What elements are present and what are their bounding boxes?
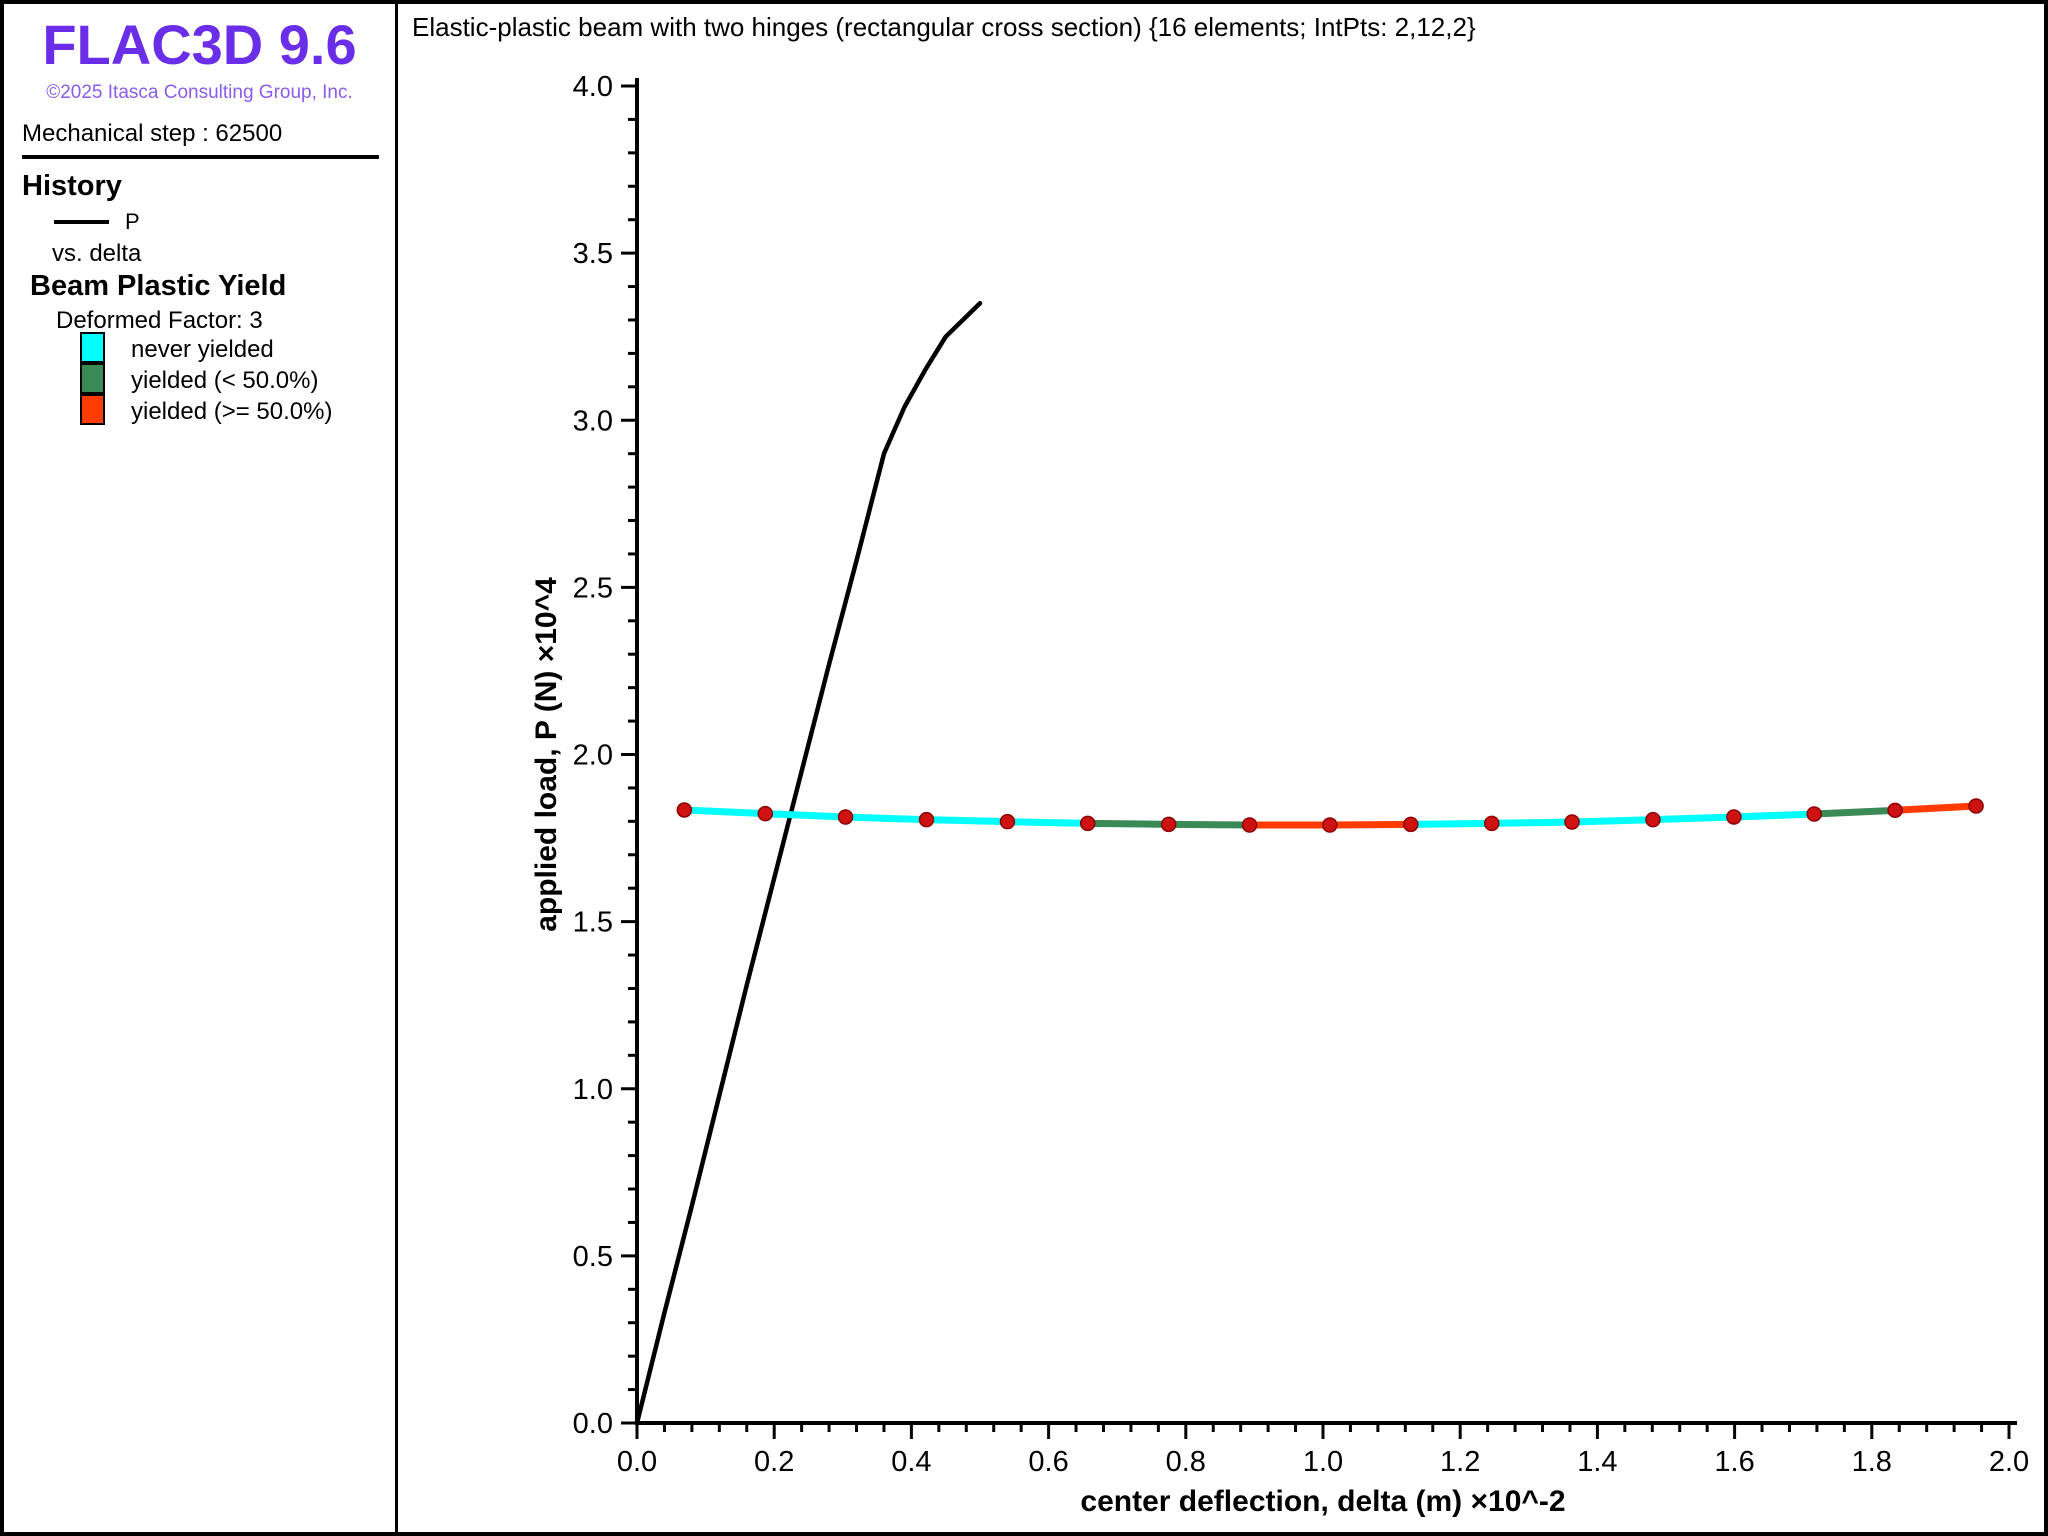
- beam-element-never: [1007, 818, 1088, 827]
- y-tick-label: 2.5: [573, 572, 613, 604]
- x-tick-label: 0.4: [891, 1446, 931, 1478]
- history-series-label: P: [125, 209, 140, 234]
- x-tick-label: 1.6: [1714, 1446, 1754, 1478]
- x-tick-label: 0.0: [617, 1446, 657, 1478]
- beam-element-lt50: [1814, 806, 1896, 818]
- beam-element-lt50: [1168, 820, 1250, 829]
- beam-node-dot: [1241, 817, 1258, 833]
- legend-swatch-yielded-lt50-icon: [80, 363, 105, 394]
- beam-element-never: [926, 816, 1008, 826]
- plot-area[interactable]: [637, 86, 2009, 1423]
- legend-label: yielded (< 50.0%): [131, 367, 319, 394]
- y-tick-label: 1.5: [573, 907, 613, 939]
- y-tick-label: 2.0: [573, 740, 613, 772]
- y-tick-label: 3.0: [573, 405, 613, 437]
- copyright-text: ©2025 Itasca Consulting Group, Inc.: [46, 82, 353, 103]
- beam-node-dot: [1079, 815, 1096, 832]
- legend-swatch-never-yielded-icon: [80, 332, 105, 363]
- mechanical-step-label: Mechanical step : 62500: [22, 120, 283, 147]
- y-tick-label: 3.5: [573, 238, 613, 270]
- sidebar-divider: [22, 155, 379, 159]
- history-series-row: P: [4, 208, 395, 236]
- beam-node-dot: [1322, 817, 1338, 833]
- beam-element-never: [1571, 816, 1654, 826]
- beam-node-dot: [757, 805, 774, 822]
- y-axis-title: applied load, P (N) ×10^4: [530, 577, 563, 932]
- beam-node-dot: [999, 813, 1016, 830]
- history-line-swatch-icon: [54, 220, 109, 224]
- beam-node-dot: [1968, 798, 1984, 814]
- beam-node-dot: [1645, 811, 1661, 828]
- x-tick-label: 1.0: [1303, 1446, 1343, 1478]
- x-tick-label: 0.2: [754, 1446, 794, 1478]
- beam-node-dot: [837, 809, 854, 825]
- beam-element-never: [845, 813, 927, 824]
- beam-node-dot: [1726, 809, 1742, 825]
- beam-element-never: [1652, 813, 1735, 824]
- beam-element-never: [1410, 819, 1492, 828]
- x-tick-label: 2.0: [1989, 1446, 2029, 1478]
- beam-element-ge50: [1329, 820, 1411, 829]
- y-tick-label: 0.5: [573, 1241, 613, 1273]
- beam-node-dot: [1564, 814, 1580, 830]
- beam-element-lt50: [1087, 819, 1169, 828]
- legend-swatch-yielded-ge50-icon: [80, 394, 105, 425]
- beam-element-never: [1733, 810, 1815, 821]
- history-vs-label: vs. delta: [52, 240, 142, 267]
- beam-node-dot: [918, 811, 935, 828]
- beam-node-dot: [1887, 802, 1903, 819]
- legend-label: yielded (>= 50.0%): [131, 398, 333, 425]
- sidebar: FLAC3D 9.6 ©2025 Itasca Consulting Group…: [4, 4, 398, 1532]
- x-axis-title: center deflection, delta (m) ×10^-2: [1080, 1485, 1565, 1518]
- x-tick-label: 0.8: [1166, 1446, 1206, 1478]
- legend-label: never yielded: [131, 336, 274, 363]
- beam-node-dot: [1160, 816, 1177, 833]
- y-tick-label: 0.0: [573, 1408, 613, 1440]
- y-tick-label: 4.0: [573, 71, 613, 103]
- beam-element-never: [1491, 818, 1573, 827]
- history-section-title: History: [22, 170, 122, 202]
- plot-canvas[interactable]: 0.0 0.2 0.4 0.6 0.8 1.0 1.2 1.4 1.6 1.8 2.0 0.0 0.5 1…: [4, 4, 2048, 1536]
- x-tick-label: 1.4: [1577, 1446, 1617, 1478]
- deformed-factor-label: Deformed Factor: 3: [56, 307, 263, 334]
- x-tick-label: 0.6: [1028, 1446, 1068, 1478]
- beam-element-never: [765, 810, 846, 821]
- beam-element-never: [684, 806, 766, 818]
- app-logo: FLAC3D 9.6: [42, 13, 357, 76]
- history-curve: [634, 301, 983, 1426]
- y-tick-label: 1.0: [573, 1074, 613, 1106]
- beam-element-ge50: [1894, 802, 1977, 814]
- beam-node-dot: [676, 802, 693, 818]
- x-tick-label: 1.2: [1440, 1446, 1480, 1478]
- beam-node-dot: [1806, 806, 1822, 822]
- beam-node-dot: [1484, 815, 1500, 832]
- beam-node-dot: [1403, 816, 1419, 833]
- x-tick-label: 1.8: [1852, 1446, 1892, 1478]
- yield-section-title: Beam Plastic Yield: [30, 270, 287, 302]
- chart-title: Elastic-plastic beam with two hinges (re…: [412, 12, 1476, 42]
